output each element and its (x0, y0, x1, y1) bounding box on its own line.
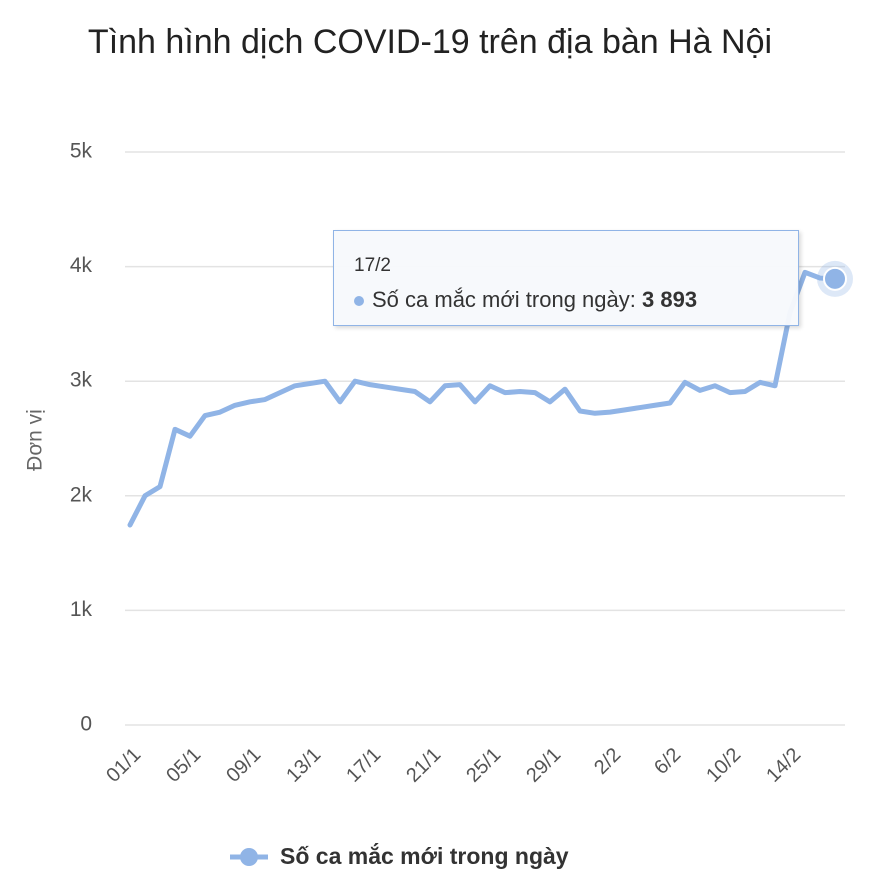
tooltip-value: 3 893 (642, 287, 698, 312)
x-tick-label: 25/1 (462, 744, 505, 787)
y-tick-label: 4k (70, 254, 93, 277)
y-axis-title: Đơn vị (24, 409, 47, 471)
legend-label: Số ca mắc mới trong ngày (280, 842, 569, 869)
tooltip-series: Số ca mắc mới trong ngày (372, 287, 642, 312)
y-tick-label: 2k (70, 483, 93, 506)
x-tick-label: 2/2 (590, 744, 625, 779)
x-tick-label: 17/1 (342, 744, 385, 787)
x-tick-label: 29/1 (522, 744, 565, 787)
tooltip: 17/2 Số ca mắc mới trong ngày3 893 (333, 230, 799, 326)
chart-title: Tình hình dịch COVID-19 trên địa bàn Hà … (87, 23, 773, 61)
x-tick-label: 21/1 (402, 744, 445, 787)
legend-dot (240, 848, 258, 866)
y-tick-label: 5k (70, 140, 93, 163)
y-tick-label: 0 (80, 713, 92, 736)
line (127, 269, 838, 528)
tooltip-dot (354, 296, 364, 307)
x-tick-label: 09/1 (222, 744, 265, 787)
x-tick-label: 6/2 (650, 744, 685, 779)
x-tick-label: 10/2 (702, 744, 745, 787)
y-tick-label: 1k (70, 598, 93, 621)
point (823, 266, 847, 291)
x-tick-label: 14/2 (762, 744, 805, 787)
tooltip-row: Số ca mắc mới trong ngày3 893 (354, 287, 697, 313)
x-tick-label: 05/1 (162, 744, 205, 787)
x-tick-label: 13/1 (282, 744, 325, 787)
x-tick-label: 01/1 (102, 744, 145, 787)
y-tick-label: 3k (70, 369, 93, 392)
tooltip-date: 17/2 (354, 255, 391, 276)
